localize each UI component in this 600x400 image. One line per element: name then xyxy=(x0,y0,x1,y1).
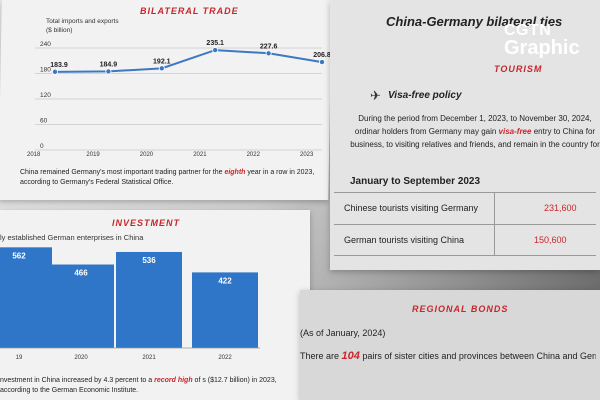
trade-caption-pre: China remained Germany's most important … xyxy=(20,169,225,176)
bar-value-label: 466 xyxy=(74,269,88,278)
x-tick-label: 2022 xyxy=(247,152,261,158)
table-row: German tourists visiting China 150,600 xyxy=(334,224,596,256)
y-tick-label: 0 xyxy=(40,143,44,150)
data-label: 227.6 xyxy=(260,43,278,50)
x-tick-label: 2021 xyxy=(193,152,207,158)
visa-policy-title: Visa-free policy xyxy=(388,90,462,101)
bonds-text-post: pairs of sister cities and provinces bet… xyxy=(359,351,596,361)
bar xyxy=(48,264,114,348)
investment-chart-title: ly established German enterprises in Chi… xyxy=(0,233,144,242)
table-row: Chinese tourists visiting Germany 231,60… xyxy=(334,192,596,224)
x-tick-label: 19 xyxy=(16,355,23,361)
trade-section-title: BILATERAL TRADE xyxy=(140,6,239,16)
bonds-text: There are 104 pairs of sister cities and… xyxy=(300,350,596,362)
x-tick-label: 2023 xyxy=(300,152,314,158)
bar xyxy=(116,251,182,348)
table-row-label: Chinese tourists visiting Germany xyxy=(344,203,479,213)
data-label: 183.9 xyxy=(50,62,68,69)
tourism-table-title: January to September 2023 xyxy=(350,176,481,187)
logo-line1: CGTN xyxy=(504,22,552,39)
table-row-label: German tourists visiting China xyxy=(344,235,465,245)
data-label: 192.1 xyxy=(153,58,171,65)
y-tick-label: 180 xyxy=(40,67,51,74)
bar xyxy=(192,272,258,348)
x-tick-label: 2020 xyxy=(74,355,88,361)
trade-caption: China remained Germany's most important … xyxy=(20,168,320,188)
data-label: 184.9 xyxy=(100,61,118,68)
table-row-value: 150,600 xyxy=(534,235,567,245)
plane-icon: ✈ xyxy=(370,88,381,103)
trade-line-chart: 0 60 120 180 240 2018 2019 2020 2021 2022 2023 183.… xyxy=(27,40,330,158)
bonds-panel xyxy=(300,290,600,400)
table-divider xyxy=(494,192,495,256)
table-row-value: 231,600 xyxy=(544,203,577,213)
y-tick-label: 240 xyxy=(40,41,51,48)
investment-caption-pre: nvestment in China increased by 4.3 perc… xyxy=(0,377,155,384)
investment-bar-chart: 562 19 466 2020 536 2021 422 2022 xyxy=(0,247,260,361)
x-tick-label: 2018 xyxy=(27,152,41,158)
trade-caption-post: year in a row in 2023, according to Germ… xyxy=(20,169,315,186)
bar xyxy=(0,247,52,348)
cgtn-logo: CGTN Graphic xyxy=(504,22,600,60)
series-line xyxy=(54,49,323,73)
data-point xyxy=(105,68,112,75)
bonds-as-of: (As of January, 2024) xyxy=(300,328,386,338)
investment-caption-highlight: record high xyxy=(154,377,193,384)
data-point xyxy=(52,68,59,75)
bar-value-label: 562 xyxy=(12,251,26,260)
x-tick-label: 2022 xyxy=(218,355,232,361)
data-label: 235.1 xyxy=(206,40,224,47)
bar-value-label: 536 xyxy=(142,256,156,265)
visa-policy-pre: During the period from December 1, 2023,… xyxy=(354,114,592,136)
x-tick-label: 2019 xyxy=(86,152,100,158)
ties-heading: China-Germany bilateral ties xyxy=(386,14,563,29)
x-tick-label: 2021 xyxy=(142,355,156,361)
investment-caption: nvestment in China increased by 4.3 perc… xyxy=(0,376,305,396)
bonds-text-highlight: 104 xyxy=(341,350,360,362)
investment-caption-post: of s ($12.7 billion) in 2023, according … xyxy=(0,377,277,394)
data-point xyxy=(318,59,325,66)
x-tick-label: 2020 xyxy=(140,152,154,158)
investment-section-title: INVESTMENT xyxy=(112,218,181,228)
bonds-section-title: REGIONAL BONDS xyxy=(412,304,509,314)
bar-value-label: 422 xyxy=(218,276,232,285)
y-tick-label: 60 xyxy=(40,118,48,125)
data-label: 206.8 xyxy=(313,52,330,59)
trade-caption-highlight: eighth xyxy=(224,169,246,176)
logo-line2: Graphic xyxy=(504,37,580,59)
visa-policy-text: During the period from December 1, 2023,… xyxy=(350,112,600,152)
data-point xyxy=(265,50,272,57)
visa-policy-post: entry to China for business, to visiting… xyxy=(350,127,600,149)
data-point xyxy=(212,47,219,54)
bonds-text-pre: There are xyxy=(300,351,342,361)
y-tick-label: 120 xyxy=(40,92,51,99)
data-point xyxy=(158,65,165,72)
trade-chart-title: Total imports and exports xyxy=(46,18,119,25)
trade-chart-unit: ($ billion) xyxy=(46,27,73,34)
tourism-panel xyxy=(330,0,600,270)
visa-policy-highlight: visa-free xyxy=(498,127,532,136)
tourism-section-title: TOURISM xyxy=(494,64,543,74)
